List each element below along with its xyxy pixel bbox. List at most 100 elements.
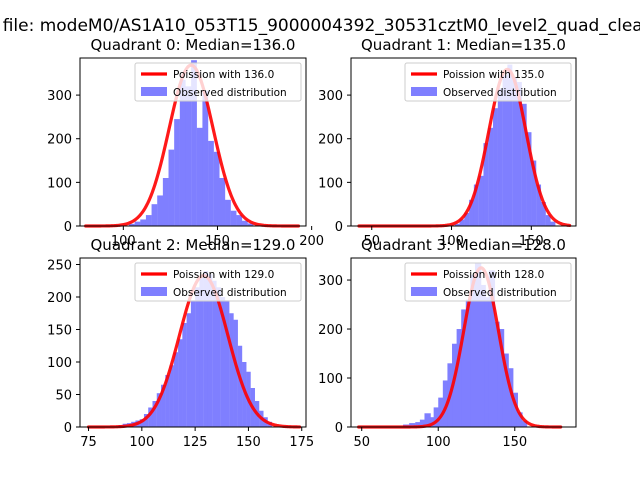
x-tick-label: 100	[129, 435, 154, 450]
y-tick-label: 300	[47, 89, 72, 104]
y-tick-label: 200	[47, 291, 72, 306]
x-tick-label: 150	[236, 435, 261, 450]
axes-frame	[350, 257, 577, 428]
histogram-bar	[212, 280, 217, 427]
histogram-bar	[516, 412, 523, 427]
histogram-bar	[488, 127, 494, 226]
histogram-bar	[185, 86, 192, 226]
x-tick-label: 200	[299, 234, 324, 249]
histogram-bar	[507, 368, 514, 427]
legend-bar-swatch	[141, 87, 167, 96]
chart-title: Quadrant 1: Median=135.0	[361, 36, 566, 54]
histogram-bar	[488, 270, 496, 427]
y-tick-label: 50	[55, 389, 72, 404]
y-tick-label: 100	[47, 176, 72, 191]
y-tick-label: 300	[318, 89, 343, 104]
histogram-bar	[161, 384, 166, 427]
chart-panel-2: 75 100 125 150 175 0 50 100 150 200 250 Quadrant 2:…	[47, 236, 314, 450]
histogram-bar	[242, 362, 247, 427]
histogram-bar	[169, 365, 174, 427]
histogram-bar	[236, 215, 243, 226]
legend: Poission with 136.0 Observed distribution	[134, 62, 302, 102]
histogram-bar	[162, 178, 169, 226]
histogram-bar	[469, 199, 475, 226]
histogram-bar	[479, 284, 486, 427]
chart-title: Quadrant 3: Median=128.0	[361, 236, 566, 254]
x-tick-label: 150	[519, 234, 544, 249]
histogram-bar	[195, 287, 200, 427]
x-tick-label: 75	[80, 435, 97, 450]
histogram-bar	[484, 297, 491, 427]
histogram-bar	[502, 75, 508, 226]
legend-label-bars: Observed distribution	[173, 87, 287, 99]
histogram-bar	[433, 407, 440, 427]
histogram-bar	[550, 221, 556, 226]
chart-panel-1: 50 100 150 0 100 200 300 Quadrant 1: Median=135…	[318, 36, 577, 249]
y-tick-label: 100	[318, 372, 343, 387]
chart-title: Quadrant 2: Median=129.0	[91, 236, 296, 254]
histogram-bar	[128, 223, 135, 226]
histogram-bar	[493, 108, 498, 226]
histogram-bar	[473, 184, 479, 226]
histogram-bar	[208, 140, 214, 226]
histogram-bar	[199, 277, 204, 427]
histogram-bar	[230, 210, 237, 226]
x-tick-label: 125	[183, 435, 208, 450]
histogram-bar	[516, 82, 522, 226]
histogram-bar	[134, 221, 141, 226]
legend-label-curve: Poission with 135.0	[443, 69, 544, 81]
histogram-bar	[241, 220, 248, 226]
x-tick-label: 50	[363, 234, 380, 249]
chart-title: Quadrant 0: Median=136.0	[91, 36, 296, 54]
histogram-bar	[220, 297, 226, 427]
y-tick-label: 250	[47, 259, 72, 274]
legend-label-bars: Observed distribution	[443, 87, 557, 99]
x-tick-label: 50	[353, 435, 370, 450]
histogram-bar	[174, 119, 180, 226]
histogram-bar	[536, 184, 542, 226]
histogram-bar	[470, 275, 477, 427]
histogram-bar	[526, 132, 532, 226]
histogram-bar	[233, 319, 238, 427]
histogram-bar	[512, 77, 518, 227]
figure-suptitle: n file: modeM0/AS1A10_053T15_9000004392_…	[0, 16, 640, 36]
histogram-bar	[478, 175, 484, 226]
histogram-bar	[151, 204, 158, 226]
histogram-bar	[203, 271, 209, 427]
legend-bar-swatch	[411, 287, 437, 296]
histogram-bar	[213, 151, 220, 226]
axes-frame	[79, 257, 307, 428]
histogram-bar	[429, 417, 436, 427]
histogram-bar	[419, 419, 427, 427]
legend-bar-swatch	[411, 87, 437, 96]
y-tick-label: 200	[47, 133, 72, 148]
histogram-bar	[424, 413, 431, 427]
histogram-bar	[531, 160, 537, 226]
histogram-bar	[459, 219, 465, 226]
x-tick-label: 175	[289, 435, 314, 450]
histogram-bar	[409, 423, 416, 427]
legend: Poission with 128.0 Observed distribution	[404, 262, 572, 302]
y-tick-label: 100	[318, 176, 343, 191]
legend-label-curve: Poission with 129.0	[173, 269, 274, 281]
x-tick-label: 150	[502, 435, 527, 450]
legend-box	[134, 262, 302, 302]
y-tick-label: 200	[318, 323, 343, 338]
histogram-bar	[207, 274, 213, 427]
x-tick-label: 100	[426, 435, 451, 450]
histogram-bar	[148, 407, 153, 427]
legend-label-bars: Observed distribution	[443, 287, 557, 299]
histogram-bar	[202, 90, 209, 227]
histogram-bar	[229, 313, 234, 427]
histogram-bar	[237, 345, 243, 427]
chart-panel-0: 100 150 200 0 100 200 300 Quadrant 0: Median=13…	[47, 36, 324, 249]
histogram-bar	[196, 127, 203, 226]
y-tick-label: 0	[335, 220, 343, 235]
panels: 100 150 200 0 100 200 300 Quadrant 0: Median=13…	[47, 36, 577, 450]
histogram-bar	[186, 313, 192, 427]
y-tick-label: 0	[335, 421, 343, 436]
y-tick-label: 100	[47, 356, 72, 371]
y-tick-label: 200	[318, 133, 343, 148]
legend: Poission with 129.0 Observed distribution	[134, 262, 302, 302]
